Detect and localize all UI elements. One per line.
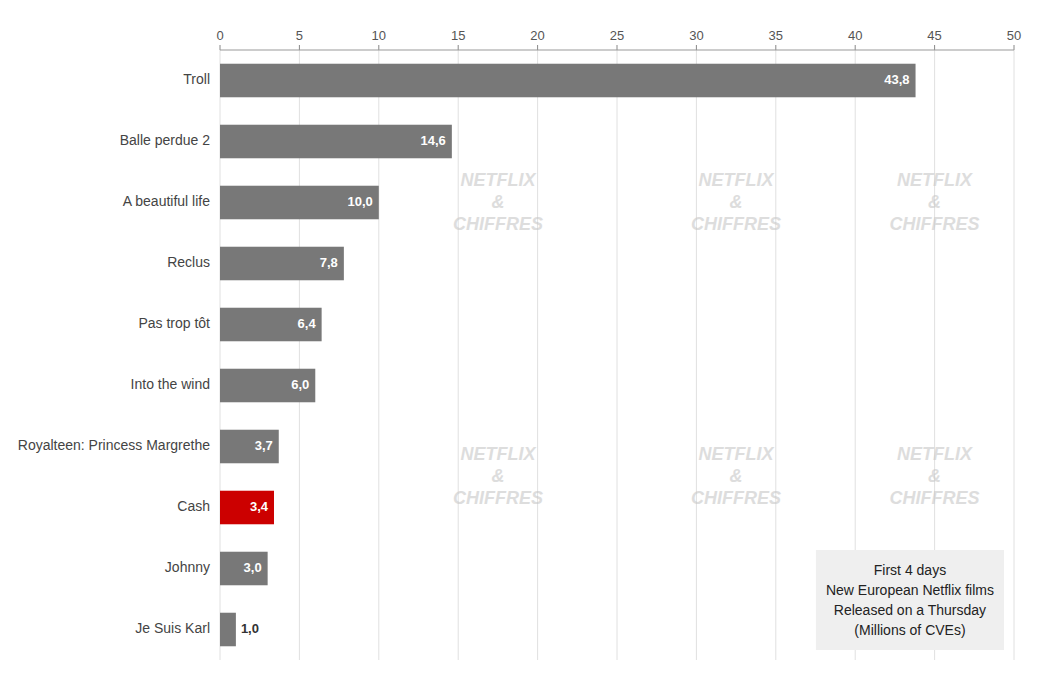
watermark-line: & <box>491 466 504 486</box>
tick-mark <box>696 45 697 50</box>
watermark-line: NETFLIX <box>897 444 973 464</box>
category-label: A beautiful life <box>123 193 210 209</box>
watermark-line: CHIFFRES <box>453 488 543 508</box>
data-label: 7,8 <box>320 255 338 270</box>
bars <box>220 64 916 647</box>
watermark-line: CHIFFRES <box>890 213 980 233</box>
watermark-text: NETFLIX&CHIFFRES <box>890 444 980 508</box>
page: {"chart_data": {"type": "bar", "orientat… <box>0 0 1044 675</box>
bar <box>220 430 279 464</box>
tick-mark <box>458 45 459 50</box>
watermark-text: NETFLIX&CHIFFRES <box>691 169 781 233</box>
annotation: First 4 days New European Netflix films Re… <box>816 550 1004 650</box>
bar <box>220 125 452 159</box>
tick-mark <box>855 45 856 50</box>
annotation-box <box>816 550 1004 650</box>
bar <box>220 369 315 403</box>
watermark-line: NETFLIX <box>897 169 973 189</box>
tick-mark <box>220 45 221 50</box>
grid-line <box>537 50 538 660</box>
watermark-line: CHIFFRES <box>890 488 980 508</box>
y-axis: Troll Balle perdue 2 A beautiful life Reclu… <box>18 71 210 636</box>
watermark-line: & <box>928 466 941 486</box>
category-label: Je Suis Karl <box>135 620 210 636</box>
category-label: Johnny <box>165 559 210 575</box>
tick-label: 45 <box>927 28 941 43</box>
grid-line <box>617 50 618 660</box>
data-label: 3,7 <box>255 438 273 453</box>
grid-line <box>775 50 776 660</box>
category-label: Into the wind <box>131 376 210 392</box>
watermark-line: & <box>730 466 743 486</box>
watermark-line: & <box>491 191 504 211</box>
chart-container: 05101520253035404550NETFLIX&CHIFFRESNETF… <box>0 0 1044 675</box>
tick-mark <box>537 45 538 50</box>
watermark-line: & <box>730 191 743 211</box>
watermark-line: NETFLIX <box>699 169 775 189</box>
watermark-line: CHIFFRES <box>453 213 543 233</box>
watermark-line: NETFLIX <box>460 444 536 464</box>
watermark-text: NETFLIX&CHIFFRES <box>453 169 543 233</box>
watermark-line: & <box>928 191 941 211</box>
bar <box>220 308 322 342</box>
tick-label: 15 <box>451 28 465 43</box>
tick-mark <box>378 45 379 50</box>
tick-mark <box>617 45 618 50</box>
category-label: Balle perdue 2 <box>120 132 211 148</box>
tick-label: 5 <box>296 28 303 43</box>
watermark-text: NETFLIX&CHIFFRES <box>453 444 543 508</box>
tick-label: 10 <box>372 28 386 43</box>
data-label: 3,0 <box>244 560 262 575</box>
watermark-line: NETFLIX <box>460 169 536 189</box>
bar <box>220 64 916 98</box>
data-label: 1,0 <box>241 621 259 636</box>
bar <box>220 613 236 647</box>
data-labels: 43,8 14,6 10,0 7,8 6,4 6,0 3,7 3,4 3,0 1,0 <box>241 72 910 636</box>
category-label: Pas trop tôt <box>138 315 210 331</box>
annotation-line: New European Netflix films <box>826 582 994 598</box>
annotation-line: First 4 days <box>874 562 946 578</box>
axis-line <box>220 50 1014 51</box>
chart-svg: 05101520253035404550NETFLIX&CHIFFRESNETF… <box>0 0 1044 675</box>
data-label: 6,4 <box>298 316 317 331</box>
data-label: 10,0 <box>347 194 372 209</box>
watermark-text: NETFLIX&CHIFFRES <box>890 169 980 233</box>
tick-mark <box>1014 45 1015 50</box>
category-label: Cash <box>177 498 210 514</box>
data-label: 6,0 <box>291 377 309 392</box>
watermark: NETFLIX&CHIFFRESNETFLIX&CHIFFRESNETFLIX&… <box>453 169 980 508</box>
annotation-line: (Millions of CVEs) <box>854 622 965 638</box>
watermark-line: CHIFFRES <box>691 488 781 508</box>
x-axis: 0 5 10 15 20 25 30 35 40 45 50 <box>216 28 1021 50</box>
tick-label: 30 <box>689 28 703 43</box>
tick-mark <box>775 45 776 50</box>
watermark-text: NETFLIX&CHIFFRES <box>691 444 781 508</box>
tick-mark <box>299 45 300 50</box>
tick-mark <box>934 45 935 50</box>
data-label: 3,4 <box>250 499 269 514</box>
category-label: Reclus <box>167 254 210 270</box>
grid-line <box>696 50 697 660</box>
annotation-line: Released on a Thursday <box>834 602 986 618</box>
tick-label: 35 <box>769 28 783 43</box>
bar <box>220 186 379 220</box>
bar <box>220 247 344 281</box>
data-label: 43,8 <box>884 72 909 87</box>
watermark-line: CHIFFRES <box>691 213 781 233</box>
data-label: 14,6 <box>421 133 446 148</box>
annotation-text: First 4 days New European Netflix films Re… <box>826 562 994 638</box>
bar <box>220 552 268 586</box>
grid-line <box>458 50 459 660</box>
tick-label: 25 <box>610 28 624 43</box>
tick-label: 0 <box>216 28 223 43</box>
tick-label: 40 <box>848 28 862 43</box>
grid <box>220 50 1014 660</box>
tick-label: 50 <box>1007 28 1021 43</box>
category-label: Troll <box>183 71 210 87</box>
tick-label: 20 <box>530 28 544 43</box>
category-label: Royalteen: Princess Margrethe <box>18 437 210 453</box>
grid-line <box>1014 50 1015 660</box>
watermark-line: NETFLIX <box>699 444 775 464</box>
bar <box>220 491 274 525</box>
